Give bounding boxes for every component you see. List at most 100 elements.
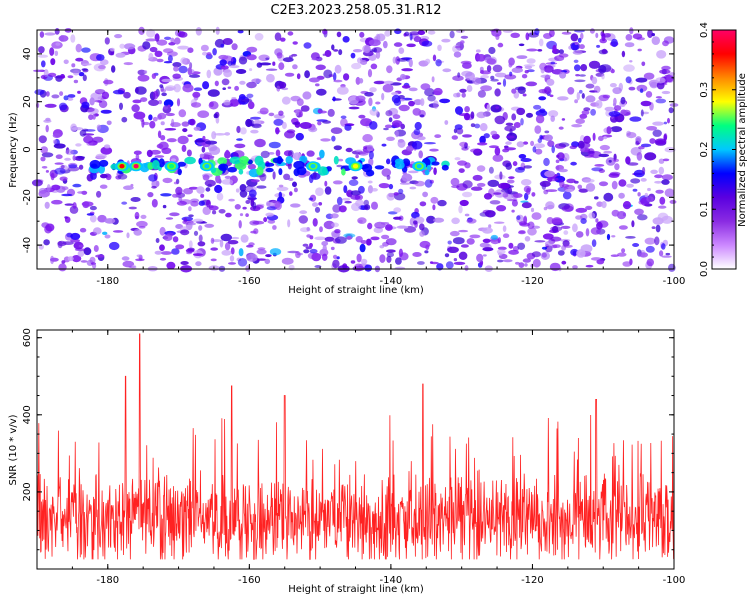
heatmap-signal-cell [441, 164, 449, 171]
heatmap-noise-cell [36, 102, 40, 109]
heatmap-noise-cell [524, 70, 529, 74]
heatmap-noise-cell [265, 57, 270, 61]
heatmap-noise-cell [664, 188, 675, 198]
heatmap-noise-cell [386, 252, 394, 258]
heatmap-noise-cell [359, 151, 367, 155]
heatmap-noise-cell [188, 74, 201, 78]
heatmap-signal-cell [227, 166, 237, 173]
heatmap-noise-cell [572, 50, 583, 55]
heatmap-noise-cell [202, 51, 208, 56]
heatmap-noise-cell [585, 264, 594, 268]
heatmap-noise-cell [100, 59, 109, 66]
heatmap-noise-cell [437, 199, 447, 207]
heatmap-noise-cell [393, 192, 399, 196]
heatmap-noise-cell [628, 86, 636, 91]
heatmap-noise-cell [296, 73, 301, 80]
heatmap-noise-cell [39, 31, 45, 38]
heatmap-noise-cell [233, 150, 245, 159]
heatmap-signal-cell [217, 157, 228, 165]
heatmap-noise-cell [482, 254, 487, 257]
heatmap-signal-cell [177, 161, 186, 167]
heatmap-noise-cell [204, 223, 215, 228]
heatmap-noise-cell [645, 91, 653, 98]
heatmap-noise-cell [44, 201, 50, 209]
heatmap-noise-cell [540, 251, 550, 260]
heatmap-noise-cell [413, 220, 418, 225]
heatmap-noise-cell [635, 140, 640, 146]
heatmap-noise-cell [386, 65, 393, 74]
heatmap-noise-cell [83, 135, 94, 144]
heatmap-noise-cell [37, 54, 49, 58]
heatmap-noise-cell [502, 148, 510, 153]
heatmap-noise-cell [373, 81, 385, 85]
heatmap-noise-cell [497, 82, 502, 85]
heatmap-noise-cell [288, 150, 294, 158]
heatmap-noise-cell [590, 108, 596, 116]
heatmap-noise-cell [543, 206, 548, 211]
heatmap-noise-cell [77, 191, 86, 194]
heatmap-noise-cell [416, 136, 426, 141]
heatmap-noise-cell [647, 187, 651, 192]
heatmap-noise-cell [209, 155, 215, 159]
heatmap-noise-cell [396, 58, 408, 62]
heatmap-noise-cell [369, 87, 377, 93]
heatmap-noise-cell [221, 249, 232, 256]
heatmap-noise-cell [640, 109, 644, 117]
heatmap-noise-cell [610, 38, 618, 48]
heatmap-noise-cell [652, 217, 664, 225]
heatmap-noise-cell [561, 118, 566, 121]
heatmap-noise-cell [323, 69, 333, 79]
heatmap-noise-cell [68, 164, 78, 169]
heatmap-noise-cell [623, 64, 635, 72]
heatmap-noise-cell [148, 52, 154, 61]
heatmap-noise-cell [72, 183, 82, 188]
heatmap-noise-cell [136, 220, 148, 228]
heatmap-noise-cell [659, 250, 664, 257]
heatmap-noise-cell [560, 225, 571, 229]
heatmap-noise-cell [540, 67, 545, 74]
heatmap-noise-cell [200, 193, 205, 198]
heatmap-noise-cell [45, 91, 50, 97]
heatmap-noise-cell [603, 150, 613, 154]
heatmap-noise-cell [602, 94, 611, 99]
heatmap-noise-cell [172, 62, 182, 68]
heatmap-signal-cell [374, 165, 385, 170]
heatmap-noise-cell [360, 118, 373, 127]
heatmap-noise-cell [367, 69, 373, 78]
heatmap-noise-cell [114, 34, 123, 39]
heatmap-noise-cell [78, 72, 85, 77]
heatmap-noise-cell [290, 203, 301, 208]
heatmap-signal-cell [238, 169, 244, 175]
heatmap-signal-cell [265, 167, 274, 173]
heatmap-noise-cell [160, 135, 166, 141]
heatmap-noise-cell [422, 191, 428, 198]
heatmap-noise-cell [454, 124, 463, 130]
heatmap-noise-cell [645, 245, 655, 253]
heatmap-noise-cell [578, 74, 586, 77]
heatmap-noise-cell [160, 251, 172, 255]
heatmap-noise-cell [637, 192, 641, 197]
heatmap-noise-cell [595, 99, 603, 109]
heatmap-noise-cell [72, 155, 76, 161]
heatmap-noise-cell [512, 161, 518, 167]
heatmap-noise-cell [350, 190, 361, 196]
heatmap-noise-cell [412, 252, 422, 257]
heatmap-noise-cell [360, 258, 368, 265]
heatmap-noise-cell [148, 174, 158, 182]
heatmap-noise-cell [538, 96, 547, 101]
heatmap-noise-cell [70, 232, 81, 240]
heatmap-noise-cell [383, 127, 389, 131]
heatmap-noise-cell [544, 134, 553, 142]
heatmap-noise-cell [583, 135, 591, 144]
heatmap-noise-cell [308, 197, 313, 201]
heatmap-noise-cell [608, 159, 612, 163]
heatmap-noise-cell [574, 79, 586, 83]
heatmap-noise-cell [393, 42, 403, 47]
heatmap-noise-cell [93, 245, 99, 252]
heatmap-noise-cell [210, 237, 215, 244]
heatmap-noise-cell [88, 114, 94, 120]
heatmap-noise-cell [321, 253, 328, 261]
heatmap-noise-cell [177, 30, 186, 38]
heatmap-noise-cell [663, 134, 667, 141]
heatmap-noise-cell [336, 86, 349, 95]
